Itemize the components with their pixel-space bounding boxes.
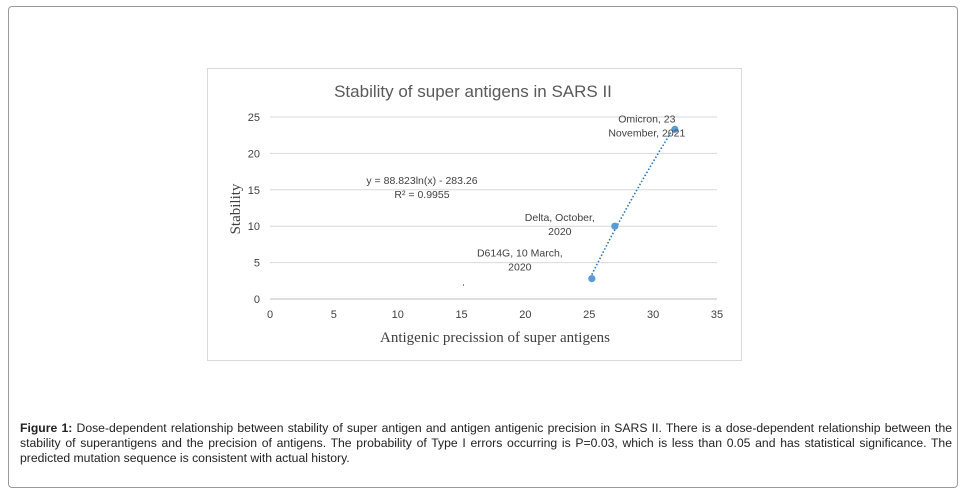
x-tick-35: 35: [711, 309, 723, 321]
x-tick-5: 5: [331, 309, 337, 321]
data-point-0: [588, 275, 596, 283]
point-labels: D614G, 10 March, 2020 Delta, October, 2020 O…: [477, 113, 686, 273]
trendline-group: [591, 125, 676, 275]
y-tick-labels: 0 5 10 15 20 25: [248, 112, 260, 306]
chart-title: Stability of super antigens in SARS II: [334, 82, 612, 101]
trendline: [591, 125, 676, 275]
y-tick-0: 0: [254, 294, 260, 306]
x-tick-15: 15: [455, 309, 467, 321]
x-tick-20: 20: [519, 309, 531, 321]
figure-frame: [8, 6, 958, 488]
point-label-0-line-1: 2020: [508, 262, 532, 274]
x-tick-10: 10: [392, 309, 404, 321]
data-point-1: [611, 222, 619, 230]
point-label-2-line-1: November, 2021: [608, 127, 685, 139]
caption-label: Figure 1:: [20, 421, 73, 435]
point-label-0-line-0: D614G, 10 March,: [477, 248, 563, 260]
x-tick-30: 30: [647, 309, 659, 321]
x-axis-label: Antigenic precission of super antigens: [380, 330, 610, 346]
x-tick-25: 25: [583, 309, 595, 321]
point-label-2-line-0: Omicron, 23: [618, 113, 675, 125]
x-tick-0: 0: [267, 309, 273, 321]
trendline-equation: y = 88.823ln(x) - 283.26: [366, 175, 477, 187]
y-tick-20: 20: [248, 148, 260, 160]
point-label-1-line-1: 2020: [548, 226, 572, 238]
caption-text: Dose-dependent relationship between stab…: [20, 421, 952, 465]
point-label-1-line-0: Delta, October,: [525, 212, 595, 224]
y-axis-label: Stability: [228, 183, 244, 234]
y-tick-10: 10: [248, 221, 260, 233]
y-tick-15: 15: [248, 185, 260, 197]
figure-caption: Figure 1: Dose-dependent relationship be…: [20, 421, 952, 466]
data-points: [588, 125, 679, 283]
gridlines: [270, 116, 717, 300]
x-tick-labels: 0 5 10 15 20 25 30 35: [267, 309, 723, 321]
data-point-2: [671, 125, 679, 133]
y-tick-5: 5: [254, 258, 260, 270]
y-tick-25: 25: [248, 112, 260, 124]
trendline-r2: R² = 0.9955: [394, 189, 449, 201]
